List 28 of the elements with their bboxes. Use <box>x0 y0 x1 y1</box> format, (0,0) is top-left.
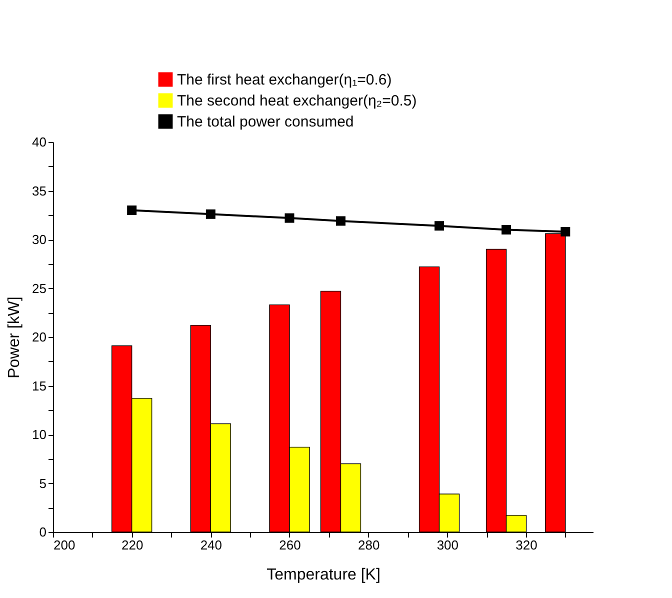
y-tick-label: 15 <box>32 378 46 394</box>
point <box>206 209 216 219</box>
point <box>127 206 137 215</box>
y-tick-label: 25 <box>32 280 46 296</box>
legend-label: The total power consumed <box>177 114 354 130</box>
x-tick-label: 280 <box>358 538 380 552</box>
y-tick-label: 20 <box>32 330 46 344</box>
point <box>502 225 512 234</box>
x-tick-label: 300 <box>436 538 459 552</box>
y-tick-label: 5 <box>39 476 46 491</box>
point <box>284 213 294 223</box>
point <box>434 221 444 231</box>
x-axis-title: Temperature [K] <box>266 566 380 584</box>
y-tick-label: 0 <box>39 524 46 540</box>
legend-label: The second heat exchanger(η₂=0.5) <box>177 92 417 110</box>
x-tick-label: 200 <box>54 538 76 552</box>
legend-label: The first heat exchanger(η₁=0.6) <box>177 72 392 88</box>
y-tick-label: 35 <box>32 183 46 198</box>
point <box>560 226 570 236</box>
x-tick-label: 260 <box>279 538 301 552</box>
y-tick-label: 30 <box>32 232 46 247</box>
point <box>336 216 346 226</box>
y-tick-label: 40 <box>32 134 46 150</box>
y-axis-title: Power [kW] <box>6 296 24 378</box>
x-tick-label: 220 <box>121 538 144 552</box>
x-tick-label: 240 <box>200 538 222 552</box>
x-tick-label: 320 <box>516 538 538 552</box>
y-tick-label: 10 <box>32 427 46 442</box>
